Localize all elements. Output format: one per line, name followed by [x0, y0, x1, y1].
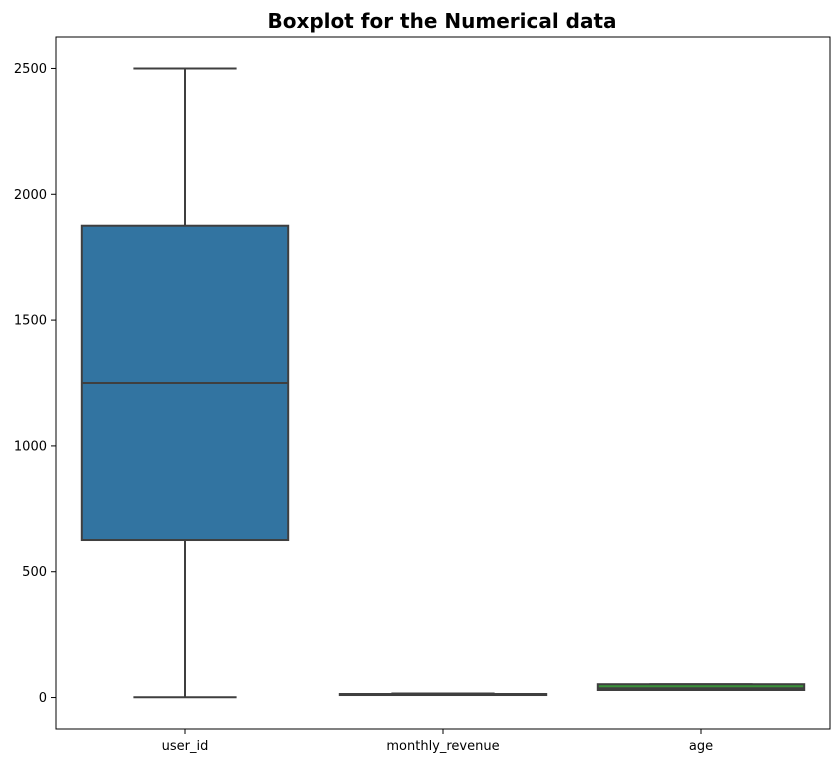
y-tick-label: 2000: [14, 188, 47, 203]
x-tick-label: age: [689, 739, 713, 754]
y-tick-label: 1500: [14, 314, 47, 329]
x-tick-label: user_id: [162, 739, 209, 754]
age-box: [596, 683, 806, 691]
plot-area: 0 500 1000 1500 2000 2500 user_id monthly_reven…: [14, 36, 831, 754]
x-tick-label: monthly_revenue: [386, 739, 499, 754]
y-tick-label: 2500: [14, 62, 47, 77]
chart-title: Boxplot for the Numerical data: [267, 9, 616, 33]
y-tick-label: 1000: [14, 439, 47, 454]
y-tick-label: 0: [39, 691, 47, 706]
y-tick-label: 500: [22, 565, 47, 580]
